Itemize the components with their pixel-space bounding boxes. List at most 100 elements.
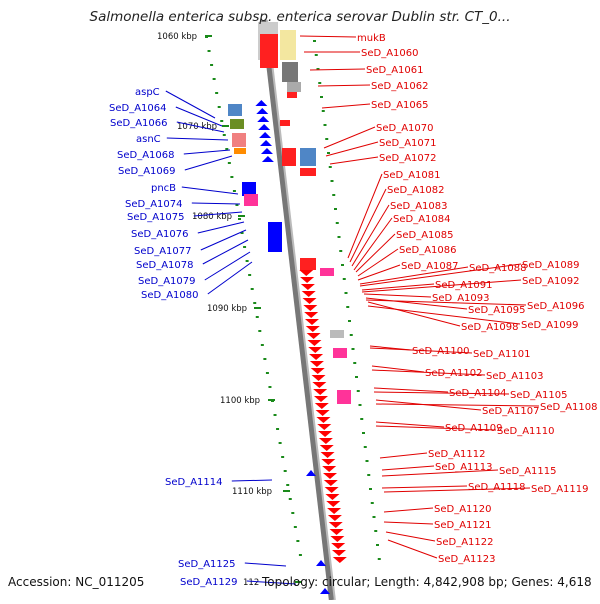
left-tick-dot bbox=[225, 148, 229, 150]
gene-block-forward bbox=[280, 30, 296, 60]
map-title: Salmonella enterica subsp. enterica sero… bbox=[89, 9, 511, 25]
reverse-label-leader bbox=[165, 90, 216, 119]
right-tick-dot bbox=[377, 558, 381, 560]
reverse-gene-label: asnC bbox=[136, 134, 161, 145]
right-tick-dot bbox=[342, 278, 346, 280]
left-tick-dot bbox=[291, 512, 295, 514]
left-tick-dot bbox=[220, 120, 224, 122]
forward-gene-label: SeD_A1072 bbox=[379, 153, 437, 164]
gene-arrow-forward bbox=[312, 382, 327, 388]
forward-gene-label: SeD_A1070 bbox=[376, 123, 434, 134]
forward-gene-label: SeD_A1099 bbox=[521, 320, 579, 331]
forward-label-leader bbox=[369, 347, 473, 354]
gene-block-forward bbox=[282, 148, 296, 166]
reverse-label-leader bbox=[181, 186, 239, 195]
gene-arrow-forward bbox=[311, 375, 326, 381]
forward-gene-label: SeD_A1108 bbox=[540, 402, 598, 413]
left-tick-dot bbox=[232, 190, 236, 192]
kbp-tick-label: 1060 kbp bbox=[157, 32, 197, 42]
right-tick-dot bbox=[337, 236, 341, 238]
forward-gene-label: SeD_A1091 bbox=[435, 280, 493, 291]
right-tick-dot bbox=[334, 208, 337, 210]
right-tick-dot bbox=[327, 152, 330, 154]
left-tick-dot bbox=[222, 134, 226, 136]
gene-block-forward bbox=[280, 120, 290, 126]
forward-gene-label: SeD_A1081 bbox=[383, 170, 441, 181]
gene-arrow-forward bbox=[316, 417, 331, 423]
gene-arrow-forward bbox=[318, 431, 333, 437]
right-tick-dot bbox=[355, 376, 358, 378]
gene-block-reverse bbox=[234, 148, 246, 154]
forward-gene-label: SeD_A1082 bbox=[387, 185, 445, 196]
left-tick-dot bbox=[296, 540, 300, 542]
forward-label-leader bbox=[383, 487, 531, 493]
gene-arrow-forward bbox=[304, 319, 319, 325]
forward-gene-label: SeD_A1087 bbox=[401, 261, 459, 272]
reverse-gene-label: SeD_A1114 bbox=[165, 477, 223, 488]
accession-text: Accession: NC_011205 bbox=[8, 575, 145, 589]
forward-label-leader bbox=[381, 469, 499, 477]
gene-block-forward bbox=[287, 82, 301, 92]
left-tick-dot bbox=[230, 176, 234, 178]
left-tick-dot bbox=[288, 498, 292, 500]
forward-label-leader bbox=[373, 391, 510, 395]
gene-arrow-reverse bbox=[306, 470, 316, 476]
left-tick-dot bbox=[276, 428, 280, 430]
gene-arrow-reverse bbox=[316, 560, 326, 566]
forward-label-leader bbox=[325, 141, 379, 157]
gene-block-forward bbox=[300, 258, 316, 270]
gene-arrow-reverse bbox=[260, 140, 273, 146]
right-tick-dot bbox=[313, 40, 316, 42]
left-tick-dot bbox=[248, 274, 252, 276]
right-tick-dot bbox=[370, 502, 374, 504]
gene-arrow-forward bbox=[323, 480, 338, 486]
forward-label-leader bbox=[381, 485, 468, 489]
gene-arrow-forward bbox=[332, 550, 347, 556]
gene-arrow-reverse bbox=[259, 132, 272, 138]
reverse-gene-label: SeD_A1076 bbox=[131, 229, 189, 240]
left-tick-dot bbox=[237, 218, 241, 220]
right-tick-dot bbox=[318, 82, 322, 84]
gene-arrow-reverse bbox=[261, 156, 274, 162]
forward-label-leader bbox=[347, 173, 383, 259]
kbp-tick-label: 1100 kbp bbox=[220, 396, 260, 406]
forward-label-leader bbox=[371, 369, 486, 376]
forward-gene-label: SeD_A1123 bbox=[438, 554, 496, 565]
forward-label-leader bbox=[375, 421, 445, 428]
reverse-gene-label: SeD_A1080 bbox=[141, 290, 199, 301]
reverse-label-leader bbox=[244, 562, 287, 567]
gene-arrow-forward bbox=[304, 312, 319, 318]
forward-label-leader bbox=[359, 266, 469, 285]
forward-gene-label: SeD_A1071 bbox=[379, 138, 437, 149]
forward-gene-label: SeD_A1092 bbox=[522, 276, 580, 287]
forward-gene-label: mukB bbox=[357, 33, 386, 44]
forward-label-leader bbox=[365, 299, 527, 306]
gene-block-reverse bbox=[232, 133, 246, 147]
gene-arrow-forward bbox=[321, 459, 336, 465]
right-tick-dot bbox=[374, 530, 378, 532]
right-tick-dot bbox=[328, 166, 332, 168]
gene-block-forward bbox=[320, 268, 334, 276]
forward-label-leader bbox=[309, 68, 366, 71]
left-tick-dot bbox=[253, 302, 257, 304]
reverse-gene-label: SeD_A1069 bbox=[118, 166, 176, 177]
left-tick-dot bbox=[210, 64, 214, 66]
reverse-gene-label: SeD_A1066 bbox=[110, 118, 168, 129]
gene-arrow-forward bbox=[325, 494, 340, 500]
forward-gene-label: SeD_A1085 bbox=[396, 230, 454, 241]
right-tick-dot bbox=[376, 544, 379, 546]
forward-label-leader bbox=[371, 365, 425, 373]
forward-gene-label: SeD_A1084 bbox=[393, 214, 451, 225]
forward-label-leader bbox=[367, 305, 521, 325]
gene-arrow-forward bbox=[331, 543, 346, 549]
gene-arrow-forward bbox=[317, 424, 332, 430]
gene-arrow-forward bbox=[307, 340, 322, 346]
reverse-label-leader bbox=[183, 149, 231, 155]
forward-label-leader bbox=[375, 403, 540, 407]
forward-label-leader bbox=[379, 452, 428, 459]
gene-arrow-forward bbox=[313, 396, 328, 402]
forward-label-leader bbox=[381, 465, 435, 471]
right-tick-dot bbox=[353, 362, 357, 364]
gene-block-reverse bbox=[268, 222, 282, 252]
